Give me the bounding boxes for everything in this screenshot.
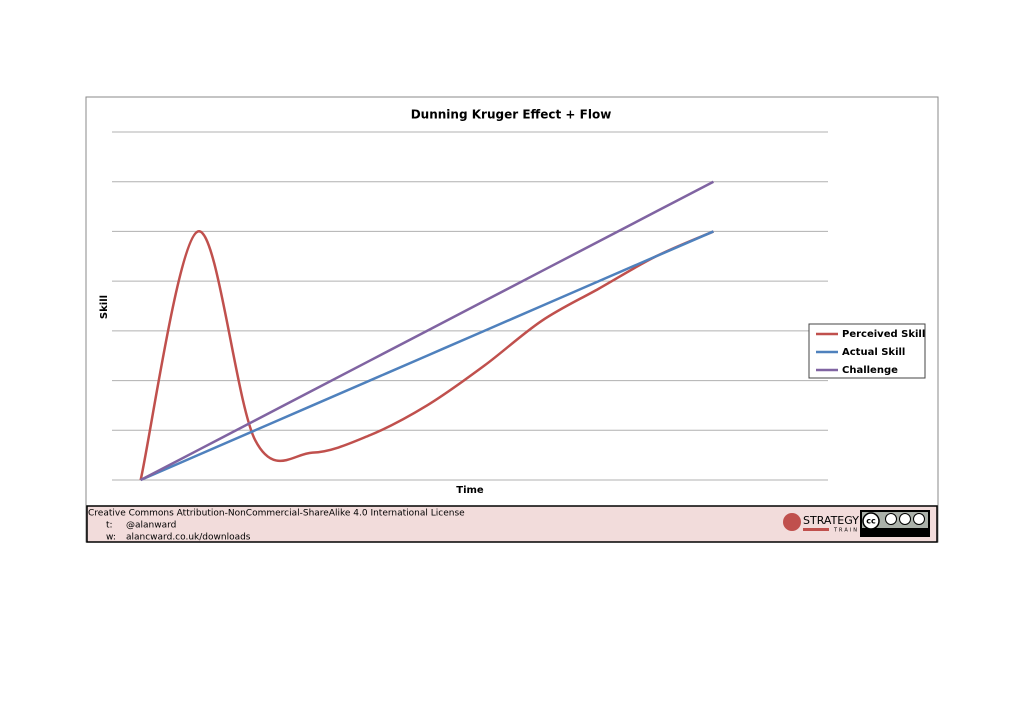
cc-nc: NC [901,530,909,536]
logo-bar [803,528,829,531]
license-text: Creative Commons Attribution-NonCommerci… [88,509,465,519]
y-axis-label: Skill [99,295,110,319]
logo-sub: TRAIN [833,528,859,534]
legend-label: Perceived Skill [842,329,925,340]
twitter-handle: @alanward [126,521,176,531]
cc-sa-icon [913,513,925,525]
cc-sa: SA [916,530,923,536]
x-axis-label: Time [456,485,484,496]
cc-text: cc [866,517,876,526]
web-address: alancward.co.uk/downloads [126,533,251,543]
cc-by: BY [888,530,895,536]
cc-by-icon [885,513,897,525]
series-line [140,230,714,482]
chart-title: Dunning Kruger Effect + Flow [411,108,612,122]
logo-icon [783,513,801,531]
legend-label: Actual Skill [842,347,905,358]
series-line [140,180,715,482]
logo-main: STRATEGY [803,514,859,527]
legend: Perceived Skill Actual Skill Challenge [808,323,926,379]
twitter-label: t: [106,521,113,531]
cc-nc-icon [899,513,911,525]
cc-circle [862,512,880,530]
plot-area [112,131,828,482]
series-line [139,230,714,481]
legend-label: Challenge [842,365,898,376]
web-label: w: [106,533,116,543]
